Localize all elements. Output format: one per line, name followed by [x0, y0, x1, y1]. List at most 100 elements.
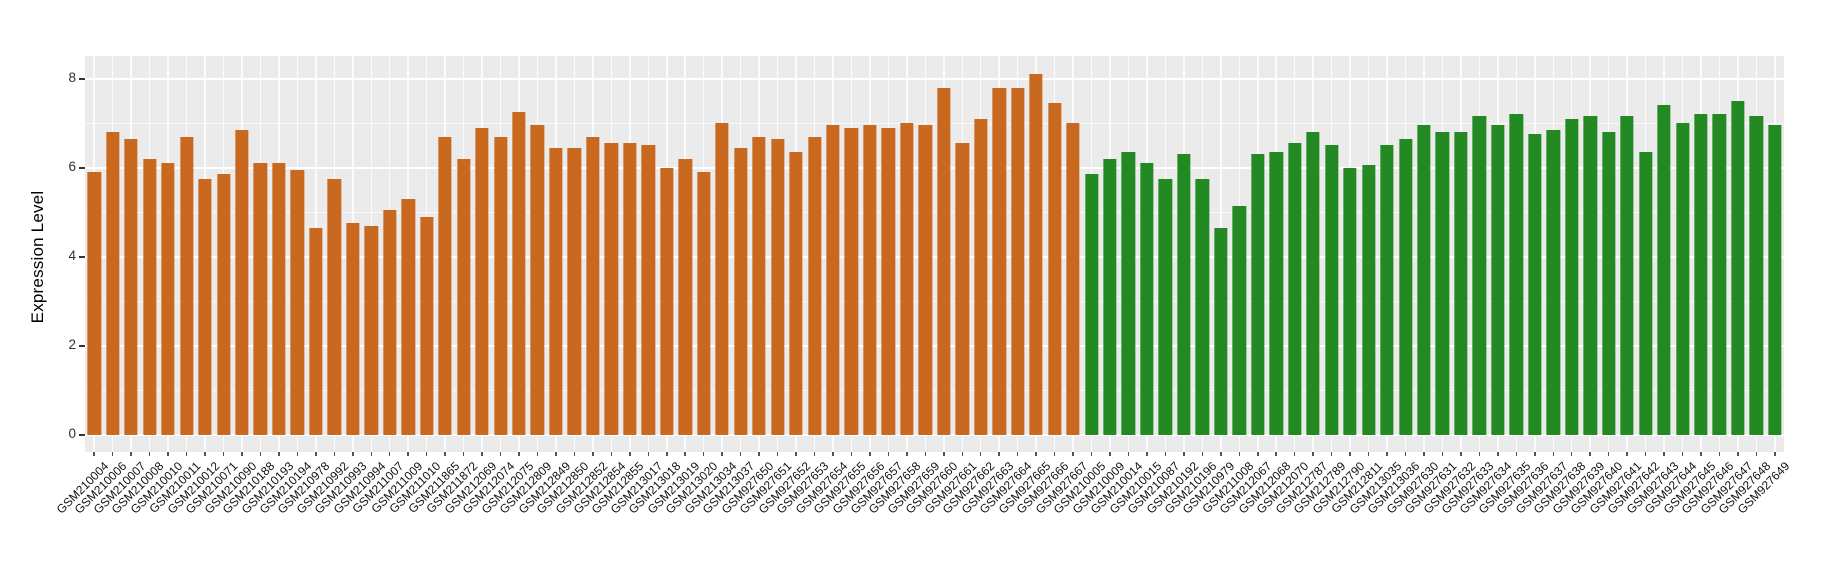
- bar-slot-GSM927641: GSM927641: [1586, 56, 1644, 517]
- bar-GSM927646: [1712, 114, 1727, 435]
- bar-slot-GSM927664: GSM927664: [977, 56, 1035, 517]
- major-gridline-4: [85, 255, 1784, 258]
- bar-GSM927637: [1546, 129, 1560, 435]
- x-tick-mark: [1681, 452, 1684, 456]
- x-tick-mark: [241, 452, 243, 456]
- minor-gridline-5: [85, 211, 1784, 213]
- x-tick-mark: [278, 452, 280, 456]
- x-tick-mark: [352, 452, 354, 456]
- x-tick-mark: [684, 452, 686, 456]
- bar-slot-GSM212811: GSM212811: [1329, 56, 1385, 516]
- x-tick-mark: [167, 452, 169, 456]
- y-tick-label-4: 4: [68, 247, 76, 263]
- x-tick-mark: [1460, 452, 1462, 456]
- bar-slot-GSM927661: GSM927661: [922, 56, 979, 517]
- bar-GSM927658: [900, 123, 914, 435]
- x-tick-mark: [1644, 452, 1647, 456]
- bar-slot-GSM213035: GSM213035: [1346, 56, 1404, 517]
- x-tick-mark: [93, 452, 95, 456]
- bar-slot-GSM210005: GSM210005: [1051, 56, 1108, 517]
- bar-GSM927638: [1565, 118, 1579, 435]
- x-tick-mark: [776, 452, 779, 456]
- bar-GSM212070: [1288, 143, 1302, 435]
- x-tick-mark: [832, 452, 834, 456]
- bar-GSM210005: [1084, 174, 1099, 435]
- x-tick-mark: [1275, 452, 1277, 456]
- bar-GSM212068: [1269, 152, 1283, 435]
- bar-slot-GSM927665: GSM927665: [995, 56, 1053, 517]
- bar-slot-GSM212068: GSM212068: [1236, 56, 1293, 517]
- bar-slot-GSM927666: GSM927666: [1014, 56, 1072, 517]
- bar-GSM210196: [1195, 178, 1210, 435]
- bar-slot-GSM211010: GSM211010: [387, 56, 444, 516]
- bar-GSM927639: [1583, 116, 1597, 435]
- bar-GSM210071: [216, 174, 231, 435]
- bar-slot-GSM210978: GSM210978: [275, 56, 333, 517]
- x-tick-mark: [222, 452, 225, 456]
- bar-GSM210087: [1158, 178, 1173, 435]
- x-tick-mark: [204, 452, 206, 456]
- x-tick-mark: [943, 452, 945, 456]
- x-tick-mark: [1257, 452, 1259, 456]
- bar-slot-GSM213034: GSM213034: [682, 56, 739, 517]
- bar-slot-GSM927652: GSM927652: [755, 56, 813, 517]
- y-tick-mark-8: [79, 77, 85, 80]
- bar-slot-GSM210993: GSM210993: [312, 56, 370, 517]
- bar-slot-GSM211007: GSM211007: [350, 56, 407, 516]
- bar-slot-GSM212850: GSM212850: [534, 56, 591, 517]
- x-tick-mark: [1109, 452, 1111, 456]
- bar-slot-GSM210979: GSM210979: [1180, 56, 1238, 517]
- x-tick-mark: [850, 452, 853, 456]
- bar-GSM927662: [974, 118, 988, 435]
- bar-GSM927656: [863, 125, 877, 435]
- x-tick-mark: [1737, 452, 1739, 456]
- bar-GSM210010: [161, 163, 175, 435]
- x-tick-mark: [1090, 452, 1093, 456]
- bar-GSM927657: [881, 127, 896, 435]
- x-tick-mark: [1607, 452, 1610, 456]
- bar-slot-GSM927647: GSM927647: [1697, 56, 1755, 517]
- bar-slot-GSM210194: GSM210194: [257, 56, 314, 517]
- x-tick-mark: [1534, 452, 1536, 456]
- bar-slot-GSM212855: GSM212855: [589, 56, 647, 517]
- bar-GSM927655: [844, 127, 859, 435]
- x-tick-mark: [629, 452, 631, 456]
- bar-slot-GSM212074: GSM212074: [460, 56, 517, 517]
- x-tick-mark: [961, 452, 964, 456]
- bar-GSM927630: [1417, 125, 1431, 435]
- bar-slot-GSM927657: GSM927657: [848, 56, 905, 517]
- bar-GSM213036: [1398, 138, 1413, 435]
- x-tick-mark: [813, 452, 816, 456]
- bar-GSM210193: [272, 163, 286, 435]
- x-tick-mark: [259, 452, 262, 456]
- bar-GSM927631: [1435, 132, 1450, 435]
- bar-GSM213017: [641, 145, 655, 435]
- x-tick-mark: [592, 452, 594, 456]
- bar-slot-GSM212809: GSM212809: [497, 56, 554, 517]
- bar-GSM211010: [420, 216, 434, 435]
- x-tick-mark: [1589, 452, 1591, 456]
- x-tick-mark: [1164, 452, 1167, 456]
- y-tick-mark-2: [79, 344, 85, 347]
- bar-slot-GSM927646: GSM927646: [1679, 56, 1736, 517]
- bar-GSM212075: [512, 112, 526, 435]
- bar-slot-GSM210192: GSM210192: [1143, 56, 1201, 517]
- x-tick-mark: [795, 452, 797, 456]
- bar-slot-GSM210196: GSM210196: [1162, 56, 1219, 517]
- bar-slot-GSM210012: GSM210012: [164, 56, 222, 517]
- bar-GSM210006: [106, 132, 120, 435]
- x-tick-mark: [1035, 452, 1037, 456]
- bar-slot-GSM212069: GSM212069: [441, 56, 499, 517]
- bar-GSM211007: [383, 210, 397, 435]
- bar-slot-GSM927648: GSM927648: [1716, 56, 1773, 517]
- bar-GSM212069: [475, 127, 489, 435]
- bar-slot-GSM210009: GSM210009: [1069, 56, 1127, 517]
- bar-GSM927640: [1602, 132, 1616, 435]
- x-tick-mark: [1570, 452, 1573, 456]
- bar-GSM927636: [1528, 134, 1542, 435]
- bar-slot-GSM927631: GSM927631: [1402, 56, 1459, 517]
- x-tick-mark: [647, 452, 650, 456]
- bar-slot-GSM210010: GSM210010: [127, 56, 185, 517]
- bar-slot-GSM927651: GSM927651: [737, 56, 794, 517]
